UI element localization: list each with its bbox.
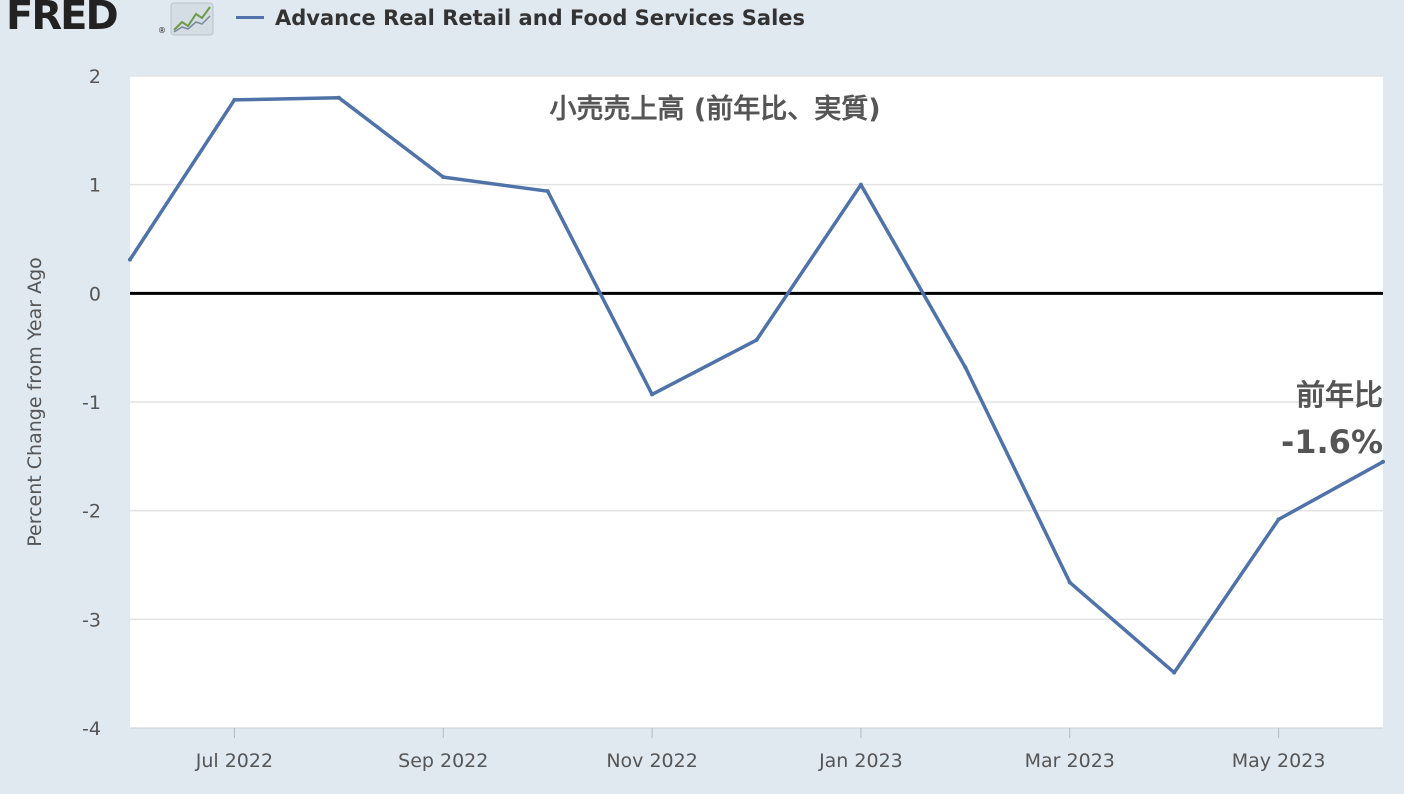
data-point [650,392,655,397]
annotation-label: 前年比 [1296,378,1383,412]
x-tick-label: Jan 2023 [818,750,903,772]
chart-header: FRED ® Advance Real Retail and Food Serv… [0,0,1404,40]
fred-registered-mark: ® [158,26,166,35]
data-point [754,338,759,343]
x-tick-label: Mar 2023 [1025,750,1115,772]
x-tick-label: May 2023 [1232,750,1326,772]
legend-label: Advance Real Retail and Food Services Sa… [275,6,806,30]
data-point [858,182,863,187]
y-axis-ticks: 2 1 0 -1 -2 -3 -4 [82,66,101,740]
series-points [128,95,1385,675]
x-tick-label: Nov 2022 [606,750,697,772]
y-tick-label: -4 [82,718,101,740]
y-tick-label: -3 [82,609,101,631]
data-point [1067,580,1072,585]
data-point [1381,459,1385,464]
data-point [1276,517,1281,522]
y-tick-label: 2 [89,66,101,88]
y-tick-label: -1 [82,392,101,414]
annotation-value: -1.6% [1281,423,1383,461]
legend-swatch [236,16,264,19]
data-point [128,257,132,262]
grid-lines [130,75,1383,621]
x-axis-ticks: Jul 2022 Sep 2022 Nov 2022 Jan 2023 Mar 2023… [130,727,1383,772]
y-axis-label: Percent Change from Year Ago [24,257,46,547]
chart-title: 小売売上高 (前年比、実質) [549,93,880,125]
y-tick-label: -2 [82,501,101,523]
data-point [441,175,446,180]
data-point [1172,670,1177,675]
y-tick-label: 0 [89,283,101,305]
data-point [232,97,237,102]
data-point [963,365,968,370]
y-tick-label: 1 [89,175,101,197]
fred-logo[interactable]: FRED [6,0,119,39]
line-graph-icon [170,2,214,36]
x-tick-label: Sep 2022 [398,750,488,772]
data-point [336,95,341,100]
x-tick-label: Jul 2022 [195,750,273,772]
data-point [545,189,550,194]
